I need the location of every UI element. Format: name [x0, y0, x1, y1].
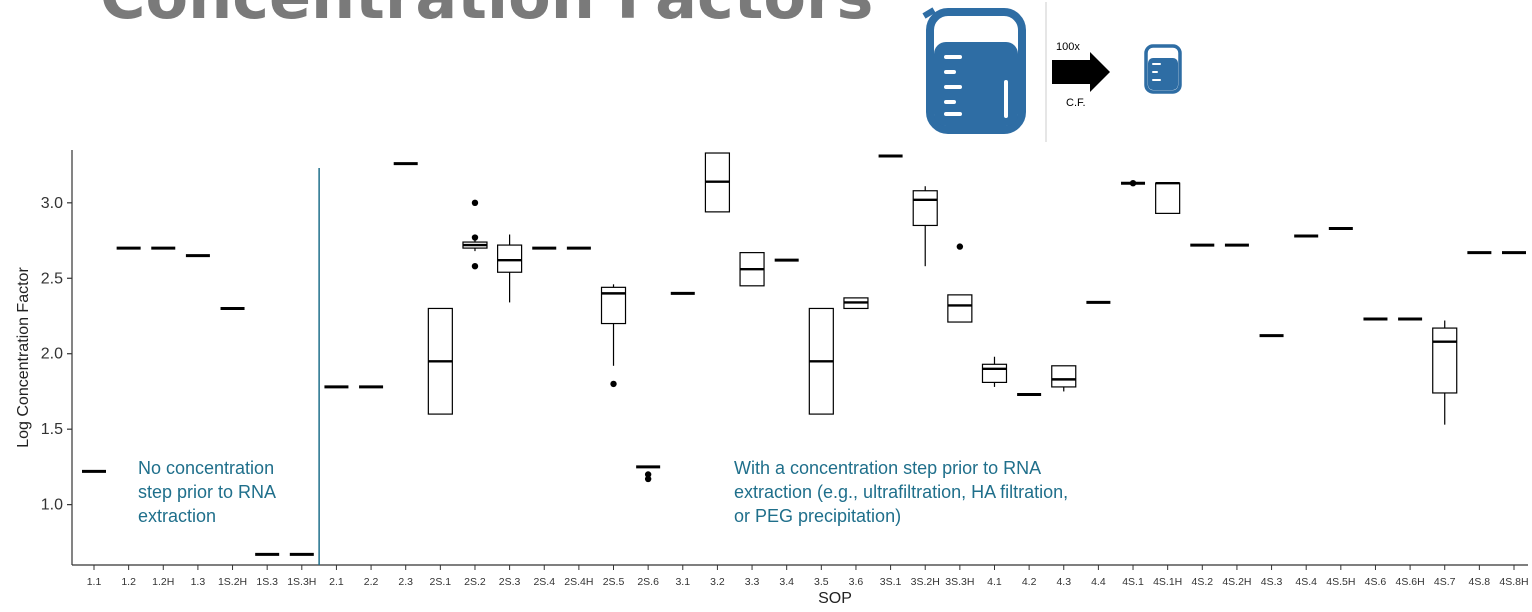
- y-tick-label: 1.0: [41, 497, 63, 514]
- x-tick-label: 4.4: [1091, 576, 1106, 588]
- x-tick-label: 4S.8: [1469, 576, 1491, 588]
- outlier-point: [1129, 180, 1137, 187]
- x-tick-label: 4S.1H: [1153, 576, 1182, 588]
- x-tick-label: 1S.3: [256, 576, 278, 588]
- x-tick-label: 3.2: [710, 576, 725, 588]
- x-tick-label: 4S.3: [1261, 576, 1283, 588]
- box-4.1: [981, 356, 1008, 387]
- box-2S.6: [636, 465, 661, 483]
- x-tick-label: 1.2H: [152, 576, 174, 588]
- x-tick-label: 4S.4: [1295, 576, 1317, 588]
- x-tick-label: 1S.3H: [287, 576, 316, 588]
- box-3.3: [739, 252, 765, 287]
- x-tick-label: 2S.4: [533, 576, 555, 588]
- x-tick-label: 3.6: [849, 576, 864, 588]
- y-tick-label: 1.5: [41, 421, 63, 438]
- box-iqr: [1051, 365, 1077, 388]
- box-3S.3H: [947, 243, 973, 323]
- x-tick-label: 3.1: [675, 576, 690, 588]
- outlier-point: [471, 199, 479, 207]
- outlier-point: [644, 471, 652, 478]
- outlier-point: [610, 380, 617, 388]
- x-axis-title: SOP: [818, 590, 852, 607]
- box-3S.2H: [912, 186, 938, 267]
- x-tick-label: 4S.8H: [1499, 576, 1528, 588]
- arrow-label-bottom: C.F.: [1066, 97, 1086, 109]
- annotation-with-concentration-line: extraction (e.g., ultrafiltration, HA fi…: [734, 482, 1068, 502]
- arrow-right-icon: [1052, 52, 1110, 92]
- annotation-no-concentration-line: step prior to RNA: [138, 482, 276, 502]
- x-tick-label: 2S.4H: [564, 576, 593, 588]
- x-tick-label: 2S.6: [637, 576, 659, 588]
- box-iqr: [981, 363, 1008, 384]
- outlier-point: [644, 475, 652, 483]
- annotation-with-concentration-line: With a concentration step prior to RNA: [734, 458, 1041, 478]
- x-tick-label: 4.2: [1022, 576, 1037, 588]
- x-tick-label: 4S.2: [1191, 576, 1213, 588]
- box-2S.3: [497, 234, 523, 303]
- x-tick-label: 4.3: [1056, 576, 1071, 588]
- box-2S.5: [600, 284, 627, 388]
- x-tick-label: 1S.2H: [218, 576, 247, 588]
- box-4.3: [1051, 365, 1077, 392]
- box-iqr: [1155, 182, 1181, 214]
- outlier-point: [471, 263, 479, 270]
- x-tick-label: 1.3: [191, 576, 206, 588]
- x-tick-label: 4S.6: [1365, 576, 1387, 588]
- box-iqr: [947, 294, 973, 323]
- x-tick-label: 3.4: [779, 576, 794, 588]
- x-tick-label: 3S.1: [880, 576, 902, 588]
- box-2S.1: [427, 307, 453, 415]
- box-iqr: [497, 244, 523, 273]
- x-tick-label: 2S.5: [603, 576, 625, 588]
- annotation-with-concentration-line: or PEG precipitation): [734, 506, 901, 526]
- box-4S.7: [1432, 320, 1458, 425]
- box-3.5: [808, 307, 834, 415]
- x-tick-label: 4S.5H: [1326, 576, 1355, 588]
- x-tick-label: 2S.3: [499, 576, 521, 588]
- x-tick-label: 2.2: [364, 576, 379, 588]
- x-tick-label: 3S.2H: [911, 576, 940, 588]
- outlier-point: [956, 243, 964, 250]
- x-tick-label: 3S.3H: [945, 576, 974, 588]
- x-tick-label: 2.1: [329, 576, 344, 588]
- y-axis-title: Log Concentration Factor: [15, 267, 32, 448]
- annotation-no-concentration-line: No concentration: [138, 458, 274, 478]
- page-title: Concentration Factors: [100, 0, 873, 33]
- x-tick-label: 3.5: [814, 576, 829, 588]
- x-tick-label: 3.3: [745, 576, 760, 588]
- box-2S.2: [462, 199, 488, 270]
- x-tick-label: 2.3: [398, 576, 413, 588]
- beaker-icon: [922, 7, 1026, 134]
- box-iqr: [912, 190, 938, 227]
- x-tick-label: 2S.2: [464, 576, 486, 588]
- x-tick-label: 4S.1: [1122, 576, 1144, 588]
- x-tick-label: 2S.1: [430, 576, 452, 588]
- outlier-point: [471, 234, 479, 241]
- x-tick-label: 4S.2H: [1222, 576, 1251, 588]
- arrow-label-top: 100x: [1056, 41, 1080, 53]
- y-tick-label: 3.0: [41, 195, 63, 212]
- box-3.2: [704, 152, 731, 213]
- x-tick-label: 4.1: [987, 576, 1002, 588]
- small-beaker-icon: [1144, 44, 1182, 94]
- x-tick-label: 1.1: [87, 576, 102, 588]
- box-4S.1: [1121, 180, 1146, 187]
- x-tick-label: 4S.7: [1434, 576, 1456, 588]
- x-tick-label: 4S.6H: [1396, 576, 1425, 588]
- box-iqr: [1432, 327, 1458, 394]
- y-tick-label: 2.5: [41, 270, 63, 287]
- box-4S.1H: [1155, 181, 1181, 214]
- box-3.6: [843, 297, 869, 310]
- x-tick-label: 1.2: [121, 576, 136, 588]
- annotation-no-concentration-line: extraction: [138, 506, 216, 526]
- y-tick-label: 2.0: [41, 346, 63, 363]
- concentration-factor-graphic: 100x C.F.: [922, 2, 1182, 142]
